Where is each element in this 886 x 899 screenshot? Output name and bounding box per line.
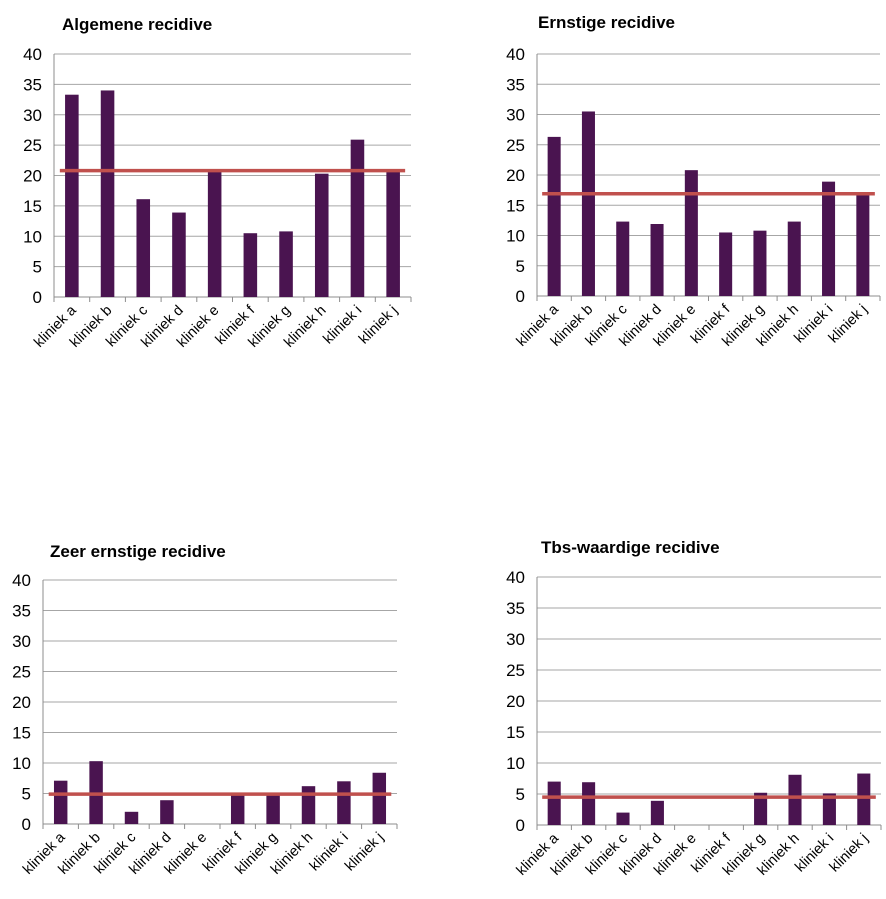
y-tick-label: 35 [506,599,525,618]
chart-title: Algemene recidive [62,15,212,34]
y-tick-label: 0 [516,816,525,835]
y-tick-label: 30 [506,630,525,649]
x-tick-label: kliniek j [342,830,387,875]
y-tick-label: 10 [23,227,42,246]
bar-kliniek-b [100,90,115,297]
bar-kliniek-i [822,793,836,825]
y-tick-label: 0 [22,815,31,834]
y-tick-label: 5 [516,785,525,804]
bar-kliniek-d [172,212,186,297]
y-tick-label: 5 [33,258,42,277]
chart-title: Ernstige recidive [538,13,675,32]
y-tick-label: 25 [12,663,31,682]
bar-kliniek-i [822,181,836,296]
y-tick-label: 35 [23,75,42,94]
bar-kliniek-d [650,800,664,825]
chart-ernstige-recidive: Ernstige recidive 0 5 10 15 20 25 30 35 40 klinie… [506,13,881,350]
bar-kliniek-a [65,94,79,297]
y-tick-label: 25 [506,136,525,155]
y-tick-label: 15 [12,724,31,743]
x-tick-label: kliniek j [356,303,401,348]
y-tick-label: 40 [23,45,42,64]
bar-kliniek-d [650,224,664,296]
chart-title: Tbs-waardige recidive [541,538,720,557]
x-tick-label: kliniek i [320,303,365,348]
bar-kliniek-i [337,781,351,824]
bar-kliniek-i [350,139,365,297]
y-tick-label: 20 [506,692,525,711]
bar-kliniek-f [243,233,258,297]
bar-kliniek-c [124,811,139,824]
y-tick-label: 30 [23,106,42,125]
y-tick-label: 0 [33,288,42,307]
bar-kliniek-j [857,773,871,825]
chart-tbs-waardige-recidive: Tbs-waardige recidive 0 5 10 15 20 25 30 35 40 kl… [506,538,882,879]
y-tick-label: 20 [12,693,31,712]
y-tick-label: 40 [506,45,525,64]
bar-kliniek-a [547,136,561,296]
y-tick-label: 40 [12,571,31,590]
bar-kliniek-e [684,170,698,296]
y-tick-label: 10 [506,754,525,773]
bar-kliniek-f [230,794,245,824]
bar-kliniek-h [788,774,802,825]
y-tick-label: 40 [506,568,525,587]
y-tick-label: 35 [12,602,31,621]
y-tick-label: 25 [506,661,525,680]
y-tick-label: 25 [23,136,42,155]
y-tick-label: 5 [516,257,525,276]
bar-kliniek-b [581,111,595,296]
y-tick-label: 15 [506,723,525,742]
chart-algemene-recidive: Algemene recidive 0 5 10 15 20 25 30 35 40 klinie… [23,15,412,351]
x-tick-label: kliniek j [827,831,872,876]
y-tick-label: 30 [506,106,525,125]
bar-kliniek-b [582,782,596,825]
bar-kliniek-a [53,780,68,824]
bar-kliniek-c [616,221,630,296]
bar-kliniek-f [719,232,733,296]
chart-title: Zeer ernstige recidive [50,542,226,561]
y-tick-label: 10 [12,754,31,773]
bar-kliniek-j [856,194,870,296]
bar-kliniek-h [314,173,329,297]
bar-kliniek-c [616,812,630,825]
bar-kliniek-e [207,170,222,297]
bar-kliniek-d [160,800,174,824]
y-tick-label: 15 [506,196,525,215]
bar-kliniek-h [787,221,801,296]
y-tick-label: 10 [506,227,525,246]
y-tick-label: 5 [22,785,31,804]
bar-kliniek-g [266,794,280,824]
y-tick-label: 15 [23,197,42,216]
chart-zeer-ernstige-recidive: Zeer ernstige recidive 0 5 10 15 20 25 30 35 40 k… [12,542,398,878]
y-tick-label: 20 [506,166,525,185]
bar-kliniek-j [372,772,387,824]
x-tick-label: kliniek i [307,830,352,875]
bar-kliniek-j [386,170,400,297]
bar-kliniek-c [136,199,151,297]
x-tick-label: kliniek j [826,302,871,347]
y-tick-label: 0 [516,287,525,306]
bar-kliniek-a [547,781,561,825]
y-tick-label: 20 [23,167,42,186]
bar-kliniek-g [279,231,293,297]
y-tick-label: 35 [506,75,525,94]
y-tick-label: 30 [12,632,31,651]
bar-kliniek-h [301,786,316,824]
bar-kliniek-g [753,230,767,296]
bar-kliniek-g [754,792,768,825]
